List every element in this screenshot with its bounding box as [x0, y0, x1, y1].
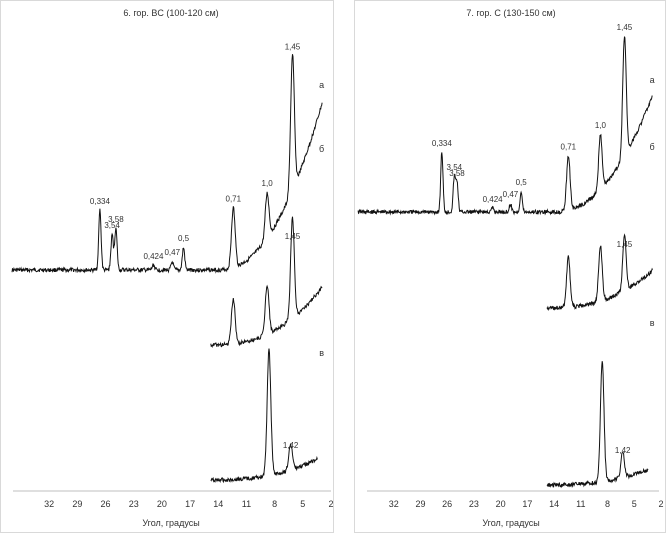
series-names: а б в: [319, 80, 324, 358]
peak-label: 0,71: [561, 142, 577, 151]
x-tick-label: 14: [213, 499, 223, 509]
x-tick-label: 2: [328, 499, 333, 509]
pattern-curve: [546, 233, 653, 311]
x-tick-label: 8: [605, 499, 610, 509]
x-tick-label: 5: [300, 499, 305, 509]
series-name: б: [650, 142, 655, 152]
x-tick-label: 5: [632, 499, 637, 509]
x-tick-label: 17: [185, 499, 195, 509]
x-tick-label: 26: [442, 499, 452, 509]
pattern-curve: [357, 36, 653, 216]
x-tick-label: 32: [44, 499, 54, 509]
peak-label: 1,45: [285, 42, 301, 51]
peak-labels: 0,334 3,543,58 0,470,424 0,5 0,71 1,0 1,45 1,45…: [90, 42, 301, 450]
x-tick-labels: 32 29 26 23 20 17 14 11 8 5 2: [389, 499, 664, 509]
x-tick-label: 8: [272, 499, 277, 509]
x-tick-labels: 32 29 26 23 20 17 14 11 8 5 2: [44, 499, 333, 509]
peak-label: 3,54: [104, 221, 120, 230]
peak-label: 1,45: [617, 240, 633, 249]
peak-label: 1,45: [617, 23, 633, 32]
x-tick-label: 2: [658, 499, 663, 509]
peak-label: 3,54: [447, 163, 463, 172]
peak-label: 3,58: [108, 215, 124, 224]
peak-label: 1,0: [595, 121, 607, 130]
x-axis-label: Угол, градусы: [142, 518, 199, 528]
peak-label: 1,0: [262, 179, 274, 188]
x-tick-label: 11: [576, 499, 585, 509]
series-name: б: [319, 144, 324, 154]
series-name: а: [650, 75, 655, 85]
chart-panel-right: 7. гор. C (130-150 см) 32 29 26 23 20 17 14 11 8…: [354, 0, 666, 533]
series-name: в: [319, 348, 324, 358]
x-tick-label: 11: [242, 499, 251, 509]
peak-label: 0,5: [516, 178, 528, 187]
x-tick-label: 17: [522, 499, 532, 509]
pattern-curve: [546, 361, 649, 489]
pattern-curves: [357, 36, 653, 489]
series-name: в: [650, 318, 655, 328]
x-tick-label: 14: [549, 499, 559, 509]
xrd-chart-7: 7. гор. C (130-150 см) 32 29 26 23 20 17 14 11 8…: [357, 8, 664, 528]
peak-label: 0,334: [90, 197, 111, 206]
x-tick-label: 32: [389, 499, 399, 509]
chart-title: 7. гор. C (130-150 см): [466, 8, 555, 18]
x-tick-label: 23: [129, 499, 139, 509]
pattern-curve: [210, 216, 323, 349]
chart-title: 6. гор. BC (100-120 см): [123, 8, 218, 18]
peak-label: 3,58: [449, 169, 465, 178]
peak-labels: 0,334 3,543,58 0,470,424 0,5 0,71 1,0 1,45 1,45…: [432, 23, 633, 455]
x-tick-label: 23: [469, 499, 479, 509]
chart-panel-left: 6. гор. BC (100-120 см) 32 29 26 23 20 17 14 11…: [0, 0, 334, 533]
peak-label: 0,424: [143, 252, 164, 261]
pattern-curves: [11, 54, 323, 484]
x-tick-label: 29: [72, 499, 82, 509]
peak-label: 0,71: [226, 195, 242, 204]
xrd-chart-6: 6. гор. BC (100-120 см) 32 29 26 23 20 17 14 11…: [11, 8, 334, 528]
pattern-curve: [210, 348, 318, 484]
series-names: а б в: [650, 75, 655, 328]
pattern-curve: [11, 54, 323, 274]
peak-label: 0,334: [432, 139, 453, 148]
peak-label: 0,5: [178, 234, 190, 243]
peak-label: 0,424: [483, 195, 504, 204]
x-tick-label: 26: [101, 499, 111, 509]
x-tick-label: 20: [157, 499, 167, 509]
x-axis-label: Угол, градусы: [482, 518, 539, 528]
series-name: а: [319, 80, 324, 90]
peak-label: 1,42: [615, 446, 631, 455]
peak-label: 1,42: [283, 441, 299, 450]
x-tick-label: 29: [415, 499, 425, 509]
peak-label: 1,45: [285, 232, 301, 241]
peak-label: 0,47: [503, 190, 519, 199]
peak-label: 0,47: [164, 248, 180, 257]
x-tick-label: 20: [496, 499, 506, 509]
